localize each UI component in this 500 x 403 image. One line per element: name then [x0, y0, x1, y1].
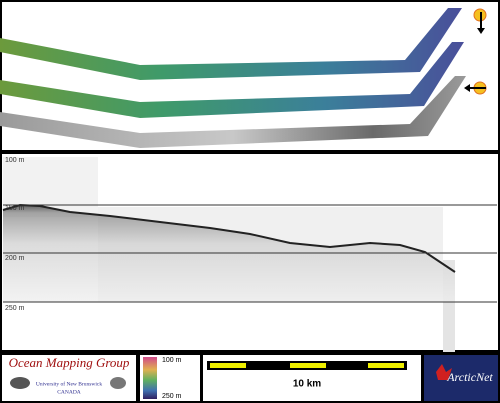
depth-label: 100 m	[5, 157, 25, 164]
colorbar-label: 250 m	[162, 393, 182, 400]
colorbar	[143, 357, 157, 399]
swath-colored-2	[0, 42, 464, 118]
depth-label: 200 m	[5, 255, 25, 262]
swath-colored-1	[0, 8, 462, 80]
scale-label: 10 km	[293, 379, 321, 390]
sun-icon-2	[464, 81, 487, 95]
logo-country: CANADA	[57, 389, 81, 395]
partner-name: ArcticNet	[446, 370, 493, 384]
swath-gray	[0, 76, 466, 148]
depth-label: 250 m	[5, 305, 25, 312]
maple-leaf	[436, 364, 452, 380]
logo-title: Ocean Mapping Group	[9, 355, 130, 370]
arcticnet-logo	[424, 355, 498, 401]
logo-image	[10, 377, 30, 389]
depth-label: 150 m	[5, 205, 25, 212]
logo-image	[110, 377, 126, 389]
scale-segment	[210, 363, 246, 368]
sun-icon-1	[473, 8, 487, 34]
seabed-reflector	[2, 203, 456, 273]
colorbar-label: 100 m	[162, 357, 182, 364]
scale-segment	[368, 363, 404, 368]
scale-segment	[290, 363, 326, 368]
logo-university: University of New Brunswick	[36, 380, 102, 387]
